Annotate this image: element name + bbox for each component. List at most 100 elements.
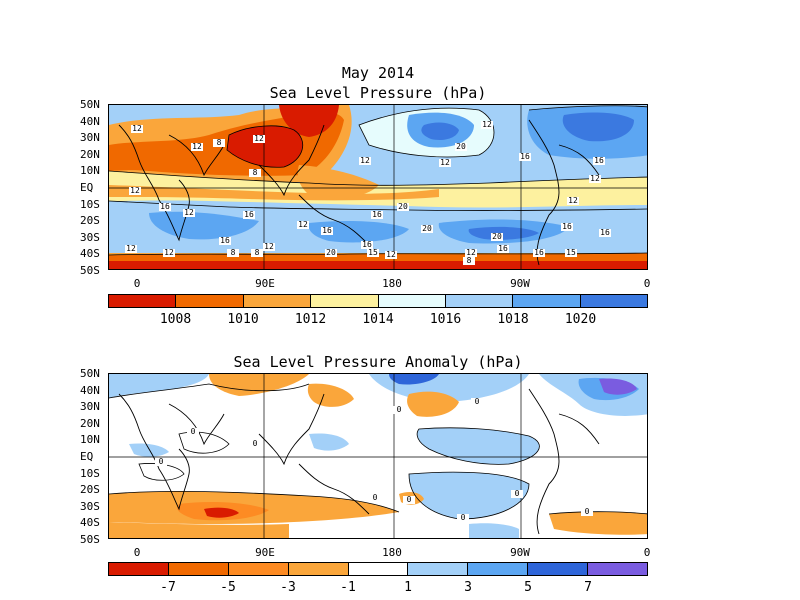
colorbar-label: 7 (584, 580, 592, 595)
contour-label-bg (497, 245, 509, 253)
contour-label-bg (561, 223, 573, 231)
lon-label: 180 (382, 277, 402, 290)
contour-label: 0 (585, 507, 590, 516)
panel2-title: Sea Level Pressure Anomaly (hPa) (233, 353, 523, 371)
contour-label-bg (325, 249, 337, 257)
contour-label-bg (253, 135, 265, 143)
lat-label: 10S (80, 466, 100, 480)
colorbar-swatch (580, 295, 647, 307)
lat-label: 10S (80, 197, 100, 211)
contour-label: 12 (590, 174, 600, 183)
contour-label-bg (519, 153, 531, 161)
lat-label: 10N (80, 164, 100, 178)
contour-label: 12 (132, 124, 142, 133)
contour-label: 16 (372, 210, 382, 219)
contour-label-bg (593, 157, 605, 165)
contour-label-bg (183, 209, 195, 217)
colorbar-swatch (468, 563, 529, 575)
contour-label-bg (213, 139, 225, 147)
contour-label-bg (439, 159, 451, 167)
lat-label: 20N (80, 147, 100, 161)
contour-label: 8 (467, 256, 472, 265)
colorbar-swatch (528, 563, 589, 575)
contour-label-bg (361, 241, 373, 249)
contour-label-bg (403, 496, 415, 504)
colorbar-label: 1008 (159, 312, 192, 327)
contour-label-bg (191, 143, 203, 151)
contour-label: 12 (184, 208, 194, 217)
colorbar-label: 1014 (362, 312, 394, 327)
colorbar-label: -5 (220, 580, 236, 595)
contour-label-bg (367, 249, 379, 257)
contour-label: 16 (534, 248, 544, 257)
contour-label-bg (581, 508, 593, 516)
contour-label-bg (249, 440, 261, 448)
contour-label: 12 (568, 196, 578, 205)
lon-label: 0 (643, 277, 651, 290)
contour-label: 12 (126, 244, 136, 253)
contour-label: 0 (397, 405, 402, 414)
contour-label: 12 (164, 248, 174, 257)
contour-label: 8 (231, 248, 236, 257)
slp-anomaly-map: 0 0 0 0 0 0 0 0 0 0 (108, 373, 648, 539)
contour-label: 12 (298, 220, 308, 229)
contour-label-bg (219, 237, 231, 245)
contour-label: 16 (322, 226, 332, 235)
contour-label: 20 (398, 202, 408, 211)
colorbar-swatch (228, 563, 289, 575)
lon-label: 180 (382, 546, 402, 559)
lat-label: 50S (80, 264, 100, 277)
contour-label-bg (397, 203, 409, 211)
contour-label-bg (393, 406, 405, 414)
contour-label-bg (565, 249, 577, 257)
contour-label-bg (481, 121, 493, 129)
lat-label: 30S (80, 230, 100, 244)
contour-label: 20 (326, 248, 336, 257)
contour-label: 0 (475, 397, 480, 406)
contour-label-bg (385, 251, 397, 259)
lat-label: 30S (80, 499, 100, 513)
lat-label: 30N (80, 400, 100, 414)
colorbar-swatch (378, 295, 446, 307)
lon-label: 90E (255, 277, 275, 290)
contour-label: 16 (600, 228, 610, 237)
lat-label: EQ (80, 450, 94, 463)
lon-label: 90W (510, 277, 530, 290)
lat-label: 20N (80, 416, 100, 430)
contour-label: 16 (498, 244, 508, 253)
colorbar-swatch (408, 563, 469, 575)
contour-label: 0 (253, 439, 258, 448)
contour-label-bg (321, 227, 333, 235)
contour-label-bg (371, 211, 383, 219)
colorbar-label: 1020 (564, 312, 597, 327)
colorbar-swatch (311, 295, 379, 307)
contour-label: 16 (244, 210, 254, 219)
contour-label: 12 (360, 156, 370, 165)
contour-label-bg (359, 157, 371, 165)
colorbar-swatch (176, 295, 244, 307)
colorbar-label: 1012 (294, 312, 327, 327)
contour-label: 16 (562, 222, 572, 231)
contour-label-bg (243, 211, 255, 219)
contour-label: 12 (192, 142, 202, 151)
contour-label: 0 (407, 495, 412, 504)
contour-label-bg (227, 249, 239, 257)
contour-label: 0 (191, 427, 196, 436)
contour-label-bg (599, 229, 611, 237)
contour-label: 12 (466, 248, 476, 257)
lat-label: 40S (80, 247, 100, 261)
lat-label: 40N (80, 114, 100, 128)
contour-label-bg (155, 458, 167, 466)
colorbar-swatch (288, 563, 349, 575)
slp-anomaly-field: 0 0 0 0 0 0 0 0 0 0 (109, 374, 647, 538)
contour-label: 8 (255, 248, 260, 257)
contour-label: 8 (217, 138, 222, 147)
lat-label: 10N (80, 433, 100, 447)
contour-label: 12 (440, 158, 450, 167)
contour-label-bg (511, 490, 523, 498)
colorbar-swatch (348, 563, 409, 575)
lat-label: 40N (80, 383, 100, 397)
colorbar-swatch (588, 563, 648, 575)
contour-label-bg (129, 187, 141, 195)
contour-label-bg (163, 249, 175, 257)
